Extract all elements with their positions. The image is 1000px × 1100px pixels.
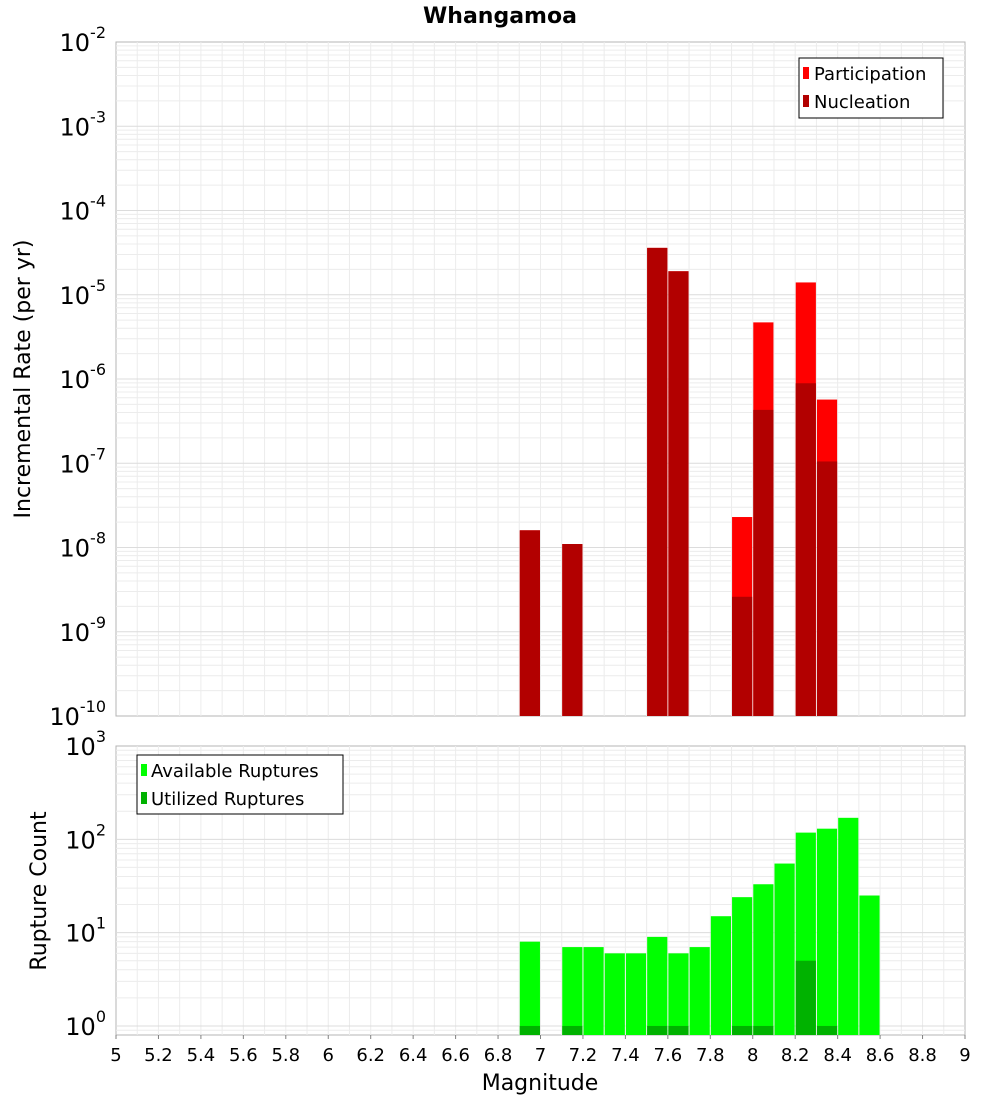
x-tick-label: 8.6: [866, 1045, 895, 1066]
count-bar-series1: [774, 863, 795, 1035]
x-tick-label: 6.6: [441, 1045, 470, 1066]
rate-y-tick-label: 10-2: [60, 23, 107, 57]
x-axis-label: Magnitude: [482, 1071, 599, 1096]
count-bar-series2: [519, 1025, 540, 1035]
count-bar-series1: [838, 817, 859, 1035]
x-tick-label: 8.4: [823, 1045, 852, 1066]
x-tick-label: 7.6: [654, 1045, 683, 1066]
rate-y-tick-label: 10-5: [60, 276, 107, 310]
rate-bar-series2: [753, 409, 774, 716]
count-y-tick-labels: 100 101 102 103: [65, 727, 106, 1041]
legend-swatch-participation: [803, 67, 809, 79]
legend-label-available: Available Ruptures: [151, 761, 319, 782]
count-bar-series2: [647, 1025, 668, 1035]
count-y-tick-label: 101: [65, 914, 106, 948]
x-tick-label: 7: [535, 1045, 546, 1066]
x-tick-label: 8.8: [908, 1045, 937, 1066]
count-bar-series1: [647, 936, 668, 1035]
rate-y-tick-label: 10-6: [60, 360, 107, 394]
count-bar-series1: [519, 941, 540, 1035]
x-tick-label: 5.4: [187, 1045, 216, 1066]
rate-gridlines: [116, 42, 965, 716]
rate-bar-series2: [519, 530, 540, 716]
rate-bar-series2: [795, 383, 816, 716]
count-y-tick-label: 100: [65, 1007, 106, 1041]
count-bar-series1: [625, 953, 647, 1035]
count-bar-series2: [668, 1025, 689, 1035]
legend-swatch-nucleation: [803, 95, 809, 107]
x-tick-label: 7.8: [696, 1045, 725, 1066]
rate-bar-series2: [668, 271, 689, 716]
count-bar-series2: [795, 960, 816, 1035]
x-tick-label: 5.6: [229, 1045, 258, 1066]
legend-label-nucleation: Nucleation: [814, 92, 910, 113]
rate-y-tick-labels: 10-10 10-9 10-8 10-7 10-6 10-5 10-4 10-3 10-2: [49, 23, 106, 731]
count-bar-series1: [604, 953, 625, 1035]
count-y-axis-label: Rupture Count: [27, 811, 52, 971]
x-tick-label: 6: [323, 1045, 334, 1066]
x-tick-label: 6.4: [399, 1045, 428, 1066]
x-tick-label: 8.2: [781, 1045, 810, 1066]
rate-bar-series2: [732, 596, 753, 716]
legend-label-participation: Participation: [814, 64, 926, 85]
count-y-tick-label: 102: [65, 820, 106, 854]
count-bar-series1: [710, 916, 731, 1035]
rate-bar-series2: [647, 247, 668, 716]
count-bar-series1: [816, 828, 838, 1035]
x-tick-label: 5.8: [271, 1045, 300, 1066]
rate-bar-series2: [562, 544, 583, 716]
rate-bar-series2: [816, 461, 838, 716]
count-bar-series1: [859, 895, 880, 1035]
count-panel: 100 101 102 103 5 5.2 5.4 5.6 5.8 6 6.2 6.4 6.6 6.8 7…: [27, 727, 971, 1096]
legend-label-utilized: Utilized Ruptures: [151, 789, 304, 810]
count-bar-series2: [732, 1025, 753, 1035]
count-bar-series2: [562, 1025, 583, 1035]
rate-panel: 10-10 10-9 10-8 10-7 10-6 10-5 10-4 10-3 10-2 In…: [11, 23, 966, 731]
x-tick-label: 6.8: [484, 1045, 513, 1066]
rate-y-tick-label: 10-7: [60, 444, 107, 478]
x-tick-label: 7.4: [611, 1045, 640, 1066]
count-bar-series1: [732, 897, 753, 1035]
rate-y-tick-label: 10-4: [60, 192, 107, 226]
chart-title: Whangamoa: [423, 4, 577, 29]
x-tick-label: 5.2: [144, 1045, 173, 1066]
legend-swatch-utilized: [141, 792, 147, 804]
count-bars: [519, 817, 880, 1035]
count-bar-series1: [753, 884, 774, 1035]
count-legend-box: [136, 754, 344, 815]
x-tick-label: 8: [747, 1045, 758, 1066]
count-legend: Available Ruptures Utilized Ruptures: [136, 754, 344, 815]
x-tick-labels: 5 5.2 5.4 5.6 5.8 6 6.2 6.4 6.6 6.8 7 7.2 7.4 7.6 7.8 8…: [110, 1035, 971, 1066]
rate-legend: Participation Nucleation: [798, 57, 944, 119]
count-bar-series1: [583, 947, 604, 1035]
count-bar-series1: [668, 953, 689, 1035]
rate-legend-box: [798, 57, 944, 119]
count-bar-series2: [816, 1025, 838, 1035]
rate-y-tick-label: 10-8: [60, 529, 107, 563]
rate-bars: [519, 247, 838, 716]
x-tick-label: 5: [110, 1045, 121, 1066]
x-tick-label: 6.2: [356, 1045, 385, 1066]
rate-y-tick-label: 10-10: [49, 697, 106, 731]
x-tick-label: 9: [959, 1045, 970, 1066]
count-y-tick-label: 103: [65, 727, 106, 761]
count-bar-series1: [562, 947, 583, 1035]
rate-y-tick-label: 10-3: [60, 107, 107, 141]
count-bar-series2: [753, 1025, 774, 1035]
rate-y-axis-label: Incremental Rate (per yr): [11, 240, 36, 519]
count-bar-series1: [689, 947, 710, 1035]
rate-y-tick-label: 10-9: [60, 613, 107, 647]
legend-swatch-available: [141, 764, 147, 776]
x-tick-label: 7.2: [569, 1045, 598, 1066]
